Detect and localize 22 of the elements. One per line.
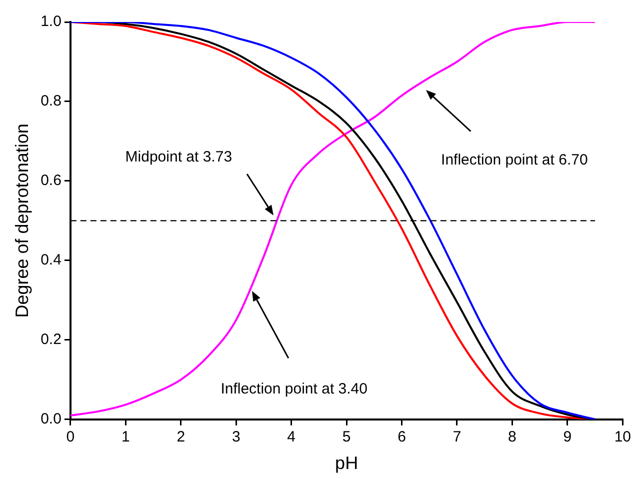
x-axis-title: pH [335,453,358,474]
annotation: Inflection point at 6.70 [441,152,588,169]
x-tick-label: 9 [563,428,572,446]
x-tick-label: 4 [287,428,296,446]
x-tick-label: 2 [176,428,186,446]
annotation: Midpoint at 3.73 [125,148,232,166]
y-tick-label: 0.8 [40,92,62,110]
x-tick-label: 10 [614,428,631,446]
annotation: Inflection point at 3.40 [220,380,368,398]
y-tick-label: 0.0 [40,410,62,428]
x-tick-label: 1 [122,428,130,446]
x-tick-label: 3 [232,428,240,446]
y-tick-label: 0.4 [40,252,62,269]
y-tick-label: 0.6 [40,172,62,190]
y-tick-label: 1.0 [40,13,62,30]
x-tick-label: 0 [66,428,75,446]
x-tick-label: 8 [508,428,516,446]
y-axis-title: Degree of deprotonation [12,124,32,318]
x-tick-label: 5 [342,428,351,446]
y-tick-label: 0.2 [40,331,62,348]
x-tick-label: 7 [452,428,462,446]
x-tick-label: 6 [398,428,406,446]
